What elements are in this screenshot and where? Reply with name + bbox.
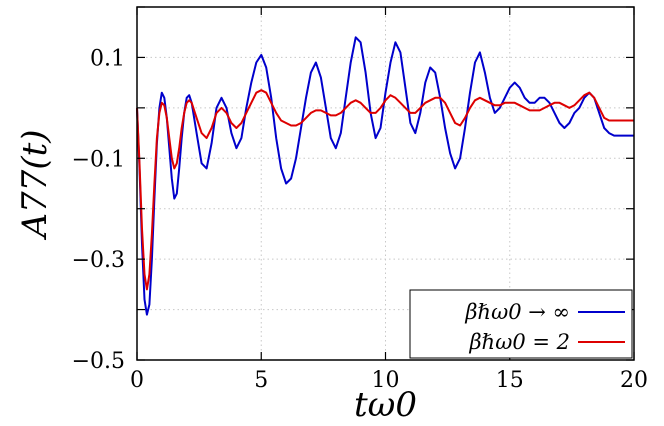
y-tick-label: 0.1 xyxy=(90,46,125,71)
y-tick-label: −0.5 xyxy=(72,349,125,374)
legend-box xyxy=(409,289,633,359)
legend-label-beta-infinity: βℏω0 → ∞ xyxy=(464,300,570,324)
legend-label-beta-2: βℏω0 = 2 xyxy=(469,330,570,354)
x-tick-labels: 0 5 10 15 20 xyxy=(130,368,648,393)
x-tick-label: 5 xyxy=(254,368,268,393)
x-tick-label: 20 xyxy=(620,368,648,393)
x-tick-label: 15 xyxy=(496,368,524,393)
x-tick-label: 0 xyxy=(130,368,144,393)
series-line-1 xyxy=(136,89,634,291)
y-tick-label: −0.3 xyxy=(72,248,125,273)
series-lines xyxy=(136,36,634,316)
x-tick-label: 10 xyxy=(372,368,400,393)
y-tick-label: −0.1 xyxy=(72,147,125,172)
y-axis-title: A77(t) xyxy=(15,129,55,240)
legend: βℏω0 → ∞ βℏω0 = 2 xyxy=(409,289,633,359)
x-axis-title: tω0 xyxy=(354,385,417,425)
y-tick-labels: 0.1 −0.1 −0.3 −0.5 xyxy=(72,46,125,374)
